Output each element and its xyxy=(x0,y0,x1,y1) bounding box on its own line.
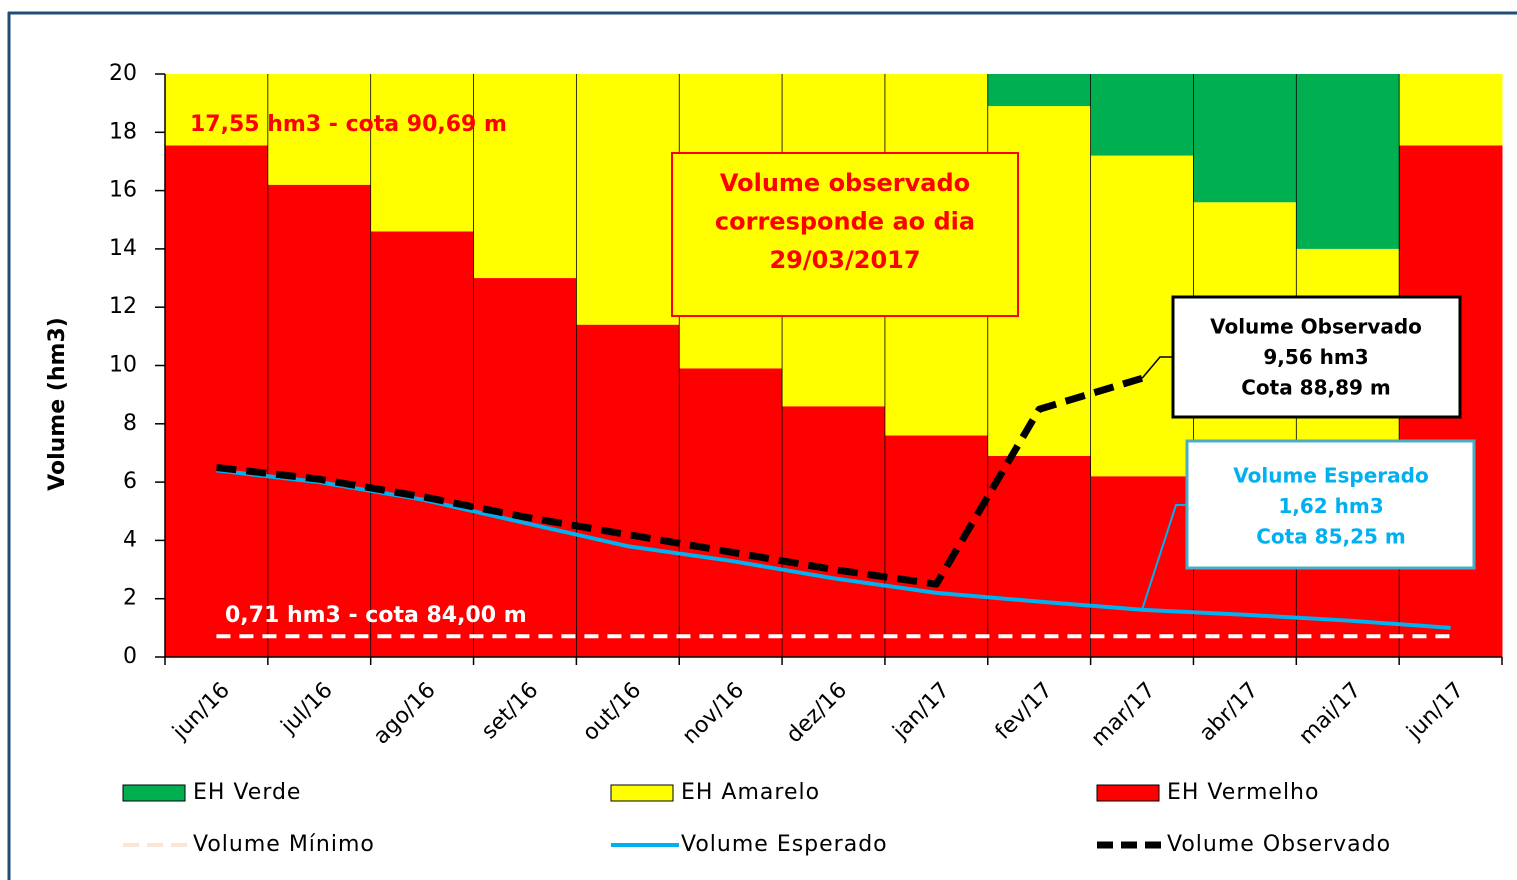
y-tick-label: 2 xyxy=(123,586,137,611)
bar-segment xyxy=(165,74,269,146)
bar-segment xyxy=(576,74,680,325)
bar-segment xyxy=(1296,74,1400,249)
y-axis-label: Volume (hm3) xyxy=(45,317,70,491)
bar-segment xyxy=(370,231,475,657)
bar-segment xyxy=(679,368,783,657)
note-text: 29/03/2017 xyxy=(769,246,920,274)
legend-label: Volume Esperado xyxy=(681,832,888,857)
observed-callout-text: 9,56 hm3 xyxy=(1263,345,1368,369)
observed-callout-box xyxy=(1171,295,1462,419)
y-tick-label: 0 xyxy=(123,644,137,669)
legend-label: EH Verde xyxy=(193,780,301,805)
legend-swatch xyxy=(122,784,186,802)
legend-label: Volume Observado xyxy=(1167,832,1391,857)
note-box xyxy=(671,152,1019,317)
bar-segment xyxy=(473,74,577,279)
bar-segment xyxy=(987,455,1092,657)
bar-segment xyxy=(782,406,886,657)
legend-label: EH Vermelho xyxy=(1167,780,1319,805)
bar-segment xyxy=(884,435,989,657)
leader-line xyxy=(1141,356,1173,379)
x-tick-label: set/16 xyxy=(477,678,543,744)
legend-swatch xyxy=(1096,784,1160,802)
expected-callout-box xyxy=(1185,439,1476,570)
note-text: Volume observado xyxy=(720,169,970,197)
expected-callout-text: Volume Esperado xyxy=(1233,464,1428,488)
x-tick-label: out/16 xyxy=(578,678,646,746)
expected-callout-text: Cota 85,25 m xyxy=(1256,525,1406,549)
y-tick-label: 14 xyxy=(109,236,137,261)
x-tick-label: jul/16 xyxy=(276,678,338,740)
x-tick-label: mai/17 xyxy=(1294,678,1366,750)
x-tick-label: abr/17 xyxy=(1195,678,1264,747)
x-tick-label: mar/17 xyxy=(1087,678,1161,752)
bar-segment xyxy=(370,74,475,232)
bar-segment xyxy=(267,74,372,185)
observed-callout-text: Cota 88,89 m xyxy=(1241,376,1391,400)
bar-segment xyxy=(1399,74,1503,146)
y-tick-label: 8 xyxy=(123,411,137,436)
x-tick-label: fev/17 xyxy=(991,678,1058,745)
line-series xyxy=(216,374,1144,588)
y-tick-label: 18 xyxy=(109,119,137,144)
x-tick-label: jun/16 xyxy=(167,678,234,745)
x-tick-label: ago/16 xyxy=(369,678,441,750)
x-tick-label: dez/16 xyxy=(782,678,852,748)
legend-label: Volume Mínimo xyxy=(193,832,375,857)
bar-segment xyxy=(1090,74,1194,156)
line-series xyxy=(216,468,1451,630)
min-annotation: 0,71 hm3 - cota 84,00 m xyxy=(225,603,527,628)
bar-segment xyxy=(165,145,269,658)
y-tick-label: 4 xyxy=(123,527,137,552)
legend-label: EH Amarelo xyxy=(681,780,820,805)
bar-segment xyxy=(576,324,680,657)
leader-line xyxy=(1141,504,1187,611)
x-tick-label: jun/17 xyxy=(1402,678,1469,745)
y-tick-label: 10 xyxy=(109,353,137,378)
observed-callout-text: Volume Observado xyxy=(1210,315,1422,339)
bar-segment xyxy=(1193,74,1297,203)
note-text: corresponde ao dia xyxy=(715,208,975,236)
y-tick-label: 16 xyxy=(109,178,137,203)
bar-segment xyxy=(267,184,372,657)
x-tick-label: nov/16 xyxy=(678,678,749,749)
bar-segment xyxy=(1090,476,1194,657)
bar-segment xyxy=(473,278,577,657)
max-annotation: 17,55 hm3 - cota 90,69 m xyxy=(190,112,507,137)
x-tick-label: jan/17 xyxy=(888,678,955,745)
y-tick-label: 20 xyxy=(109,61,137,86)
bar-segment xyxy=(987,74,1092,107)
y-tick-label: 12 xyxy=(109,294,137,319)
legend-swatch xyxy=(610,784,674,802)
y-tick-label: 6 xyxy=(123,469,137,494)
expected-callout-text: 1,62 hm3 xyxy=(1278,494,1383,518)
